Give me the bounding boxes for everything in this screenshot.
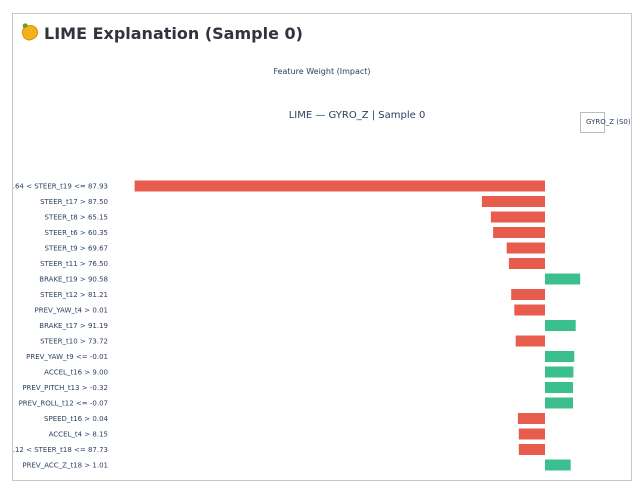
bar-15[interactable] xyxy=(517,413,545,424)
bar-8[interactable] xyxy=(514,304,545,316)
tick-label-5: STEER_t11 > 76.50 xyxy=(40,260,108,268)
bar-16[interactable] xyxy=(518,428,545,440)
bar-18[interactable] xyxy=(545,459,571,471)
bar-14[interactable] xyxy=(545,397,573,409)
bar-11[interactable] xyxy=(545,351,575,362)
bar-1[interactable] xyxy=(481,196,545,207)
chart-panel: LIME Explanation (Sample 0) Feature Weig… xyxy=(12,13,632,481)
chart-title: LIME — GYRO_Z | Sample 0 xyxy=(288,110,426,121)
bar-13[interactable] xyxy=(545,382,573,393)
tick-label-0: 0.64 < STEER_t19 <= 87.93 xyxy=(13,183,108,191)
tick-label-15: SPEED_t16 > 0.04 xyxy=(44,415,109,423)
tick-label-7: STEER_t12 > 81.21 xyxy=(40,291,108,299)
tick-label-14: PREV_ROLL_t12 <= -0.07 xyxy=(19,400,108,408)
tick-label-9: BRAKE_t17 > 91.19 xyxy=(39,322,108,330)
legend-box[interactable] xyxy=(580,112,605,133)
tick-label-12: ACCEL_t16 > 9.00 xyxy=(44,369,108,377)
bar-chart: 0.64 < STEER_t19 <= 87.93 STEER_t17 > 87.… xyxy=(13,180,581,471)
tick-label-3: STEER_t6 > 60.35 xyxy=(45,229,108,237)
page-title: LIME Explanation (Sample 0) xyxy=(19,22,303,43)
tick-label-10: STEER_t10 > 73.72 xyxy=(40,338,108,346)
bar-2[interactable] xyxy=(490,211,545,223)
bar-9[interactable] xyxy=(545,320,576,331)
page-title-text: LIME Explanation (Sample 0) xyxy=(44,24,303,43)
tick-label-4: STEER_t9 > 69.67 xyxy=(45,245,108,253)
tick-label-6: BRAKE_t19 > 90.58 xyxy=(39,276,108,284)
bar-6[interactable] xyxy=(545,273,581,285)
bar-4[interactable] xyxy=(506,242,545,254)
tick-label-13: PREV_PITCH_t13 > -0.32 xyxy=(22,384,108,392)
chart-subtitle: Feature Weight (Impact) xyxy=(273,67,371,76)
tick-label-8: PREV_YAW_t4 > 0.01 xyxy=(35,307,108,315)
bar-3[interactable] xyxy=(493,227,545,238)
bar-12[interactable] xyxy=(545,366,574,378)
bar-10[interactable] xyxy=(515,335,545,347)
tick-label-1: STEER_t17 > 87.50 xyxy=(40,198,108,206)
bar-7[interactable] xyxy=(511,289,545,300)
tick-label-17: 0.12 < STEER_t18 <= 87.73 xyxy=(13,446,108,454)
bar-17[interactable] xyxy=(518,444,545,455)
tick-label-16: ACCEL_t4 > 8.15 xyxy=(49,431,108,439)
tick-label-18: PREV_ACC_Z_t18 > 1.01 xyxy=(22,462,108,470)
tick-label-11: PREV_YAW_t9 <= -0.01 xyxy=(26,353,108,361)
bar-5[interactable] xyxy=(508,258,545,269)
tick-label-2: STEER_t8 > 65.15 xyxy=(45,214,108,222)
bar-0[interactable] xyxy=(134,180,545,192)
legend-label[interactable]: GYRO_Z (S0) xyxy=(586,118,631,126)
